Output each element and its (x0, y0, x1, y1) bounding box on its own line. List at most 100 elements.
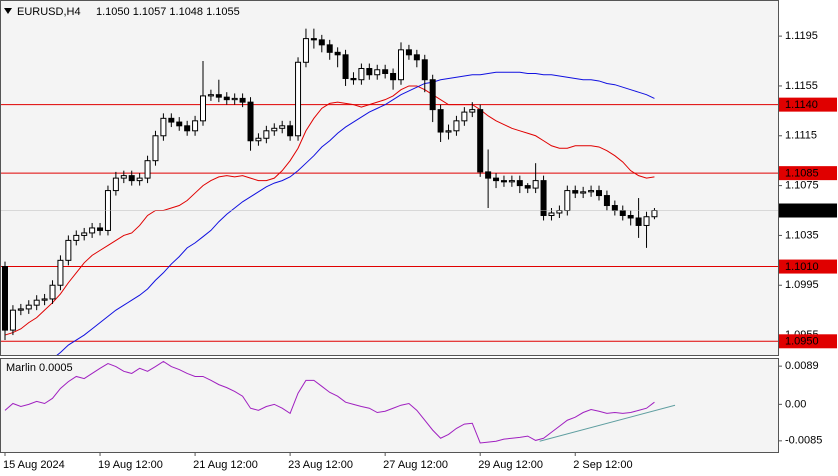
candle-body (390, 72, 397, 81)
candle-body (588, 190, 595, 193)
candle-body (263, 130, 270, 139)
candle-body (136, 177, 143, 182)
y-tick-label: 1.1195 (785, 30, 818, 42)
last-price-box (779, 203, 837, 218)
level-label: 1.0950 (785, 336, 819, 348)
candle-body (334, 51, 341, 56)
candle-body (33, 299, 40, 306)
axes: 1.1195 1.1155 1.1115 1.1075 1.1035 1.0995 1.09… (3, 30, 837, 471)
candle-body (128, 175, 135, 182)
candle-body (580, 191, 587, 194)
candle-body (619, 210, 626, 216)
candle-body (524, 185, 531, 189)
level-label: 1.1085 (785, 168, 819, 180)
last-price-label: 1.1055 (785, 205, 819, 217)
trendline (539, 404, 676, 442)
candle-body (318, 39, 325, 46)
candle-body (73, 234, 80, 241)
candle-body (413, 54, 420, 61)
candle-body (627, 214, 634, 219)
candle-body (120, 175, 127, 179)
indicator-plot (4, 360, 676, 444)
candle-body (57, 259, 64, 286)
y-tick-label: 0.00 (785, 398, 806, 410)
y-tick-label: 1.1035 (785, 229, 819, 241)
level-label: 1.1010 (785, 261, 819, 273)
y-tick-label: 0.0089 (785, 360, 819, 372)
x-tick-label: 29 Aug 12:00 (478, 459, 543, 471)
candle-body (429, 79, 436, 111)
candle-body (192, 120, 199, 132)
candle-body (556, 210, 563, 214)
main-plot (1, 28, 778, 355)
candle-body (215, 94, 222, 98)
candle-body (239, 97, 246, 103)
indicator-panel (0, 358, 779, 453)
x-tick-label: 2 Sep 12:00 (573, 459, 632, 471)
candle-body (405, 49, 412, 56)
candle-body (176, 121, 183, 127)
candle-body (207, 94, 214, 97)
candle-body (97, 227, 104, 231)
level-box (779, 334, 837, 349)
candle-body (342, 54, 349, 79)
x-tick-label: 19 Aug 12:00 (98, 459, 163, 471)
candle-body (366, 68, 373, 76)
candle-body (548, 212, 555, 216)
candle-body (295, 61, 302, 137)
candle-body (152, 135, 159, 162)
candle-body (41, 298, 48, 301)
candle-body (279, 125, 286, 129)
candle-body (477, 109, 484, 173)
candle-body (81, 232, 88, 236)
candle-body (144, 160, 151, 179)
candle-body (302, 38, 309, 63)
candle-body (358, 68, 365, 81)
candle-body (421, 59, 428, 81)
candle-body (326, 44, 333, 53)
candle-body (231, 97, 238, 101)
candle-body (508, 180, 515, 183)
candle-body (350, 77, 357, 81)
candle-body (603, 195, 610, 207)
candle-body (89, 227, 96, 234)
menu-arrow[interactable] (4, 8, 12, 14)
candle-body (374, 69, 381, 76)
indicator-line (4, 360, 655, 444)
candle-body (184, 125, 191, 132)
symbol: EURUSD,H4 (17, 6, 81, 18)
candle-body (255, 137, 262, 142)
candle-body (9, 309, 16, 331)
x-tick-label: 15 Aug 2024 (3, 459, 65, 471)
candle-body (160, 117, 167, 137)
candle-body (453, 120, 460, 132)
candle-body (611, 205, 618, 212)
candle-body (564, 190, 571, 212)
candle-body (168, 117, 175, 123)
candle-body (516, 180, 523, 187)
candle-body (635, 217, 642, 226)
candle-body (596, 190, 602, 197)
candle-body (572, 190, 579, 194)
candle-body (49, 284, 56, 300)
quote: 1.1050 1.1057 1.1048 1.1055 (96, 6, 240, 18)
candle-body (112, 177, 119, 192)
candle-body (287, 125, 294, 137)
candle-body (382, 69, 389, 74)
candle-body (25, 304, 32, 310)
candle-body (445, 130, 452, 133)
x-tick-label: 21 Aug 12:00 (193, 459, 258, 471)
y-tick-label: 1.1155 (785, 80, 818, 92)
candle-body (493, 177, 500, 182)
candle-body (500, 180, 507, 183)
candle-body (271, 127, 278, 132)
candle-body (461, 111, 468, 122)
candle-body (540, 180, 547, 216)
level-box (779, 259, 837, 274)
candle-body (532, 180, 539, 189)
candle-body (223, 96, 230, 101)
candle-body (65, 239, 72, 261)
candle-body (643, 216, 650, 226)
